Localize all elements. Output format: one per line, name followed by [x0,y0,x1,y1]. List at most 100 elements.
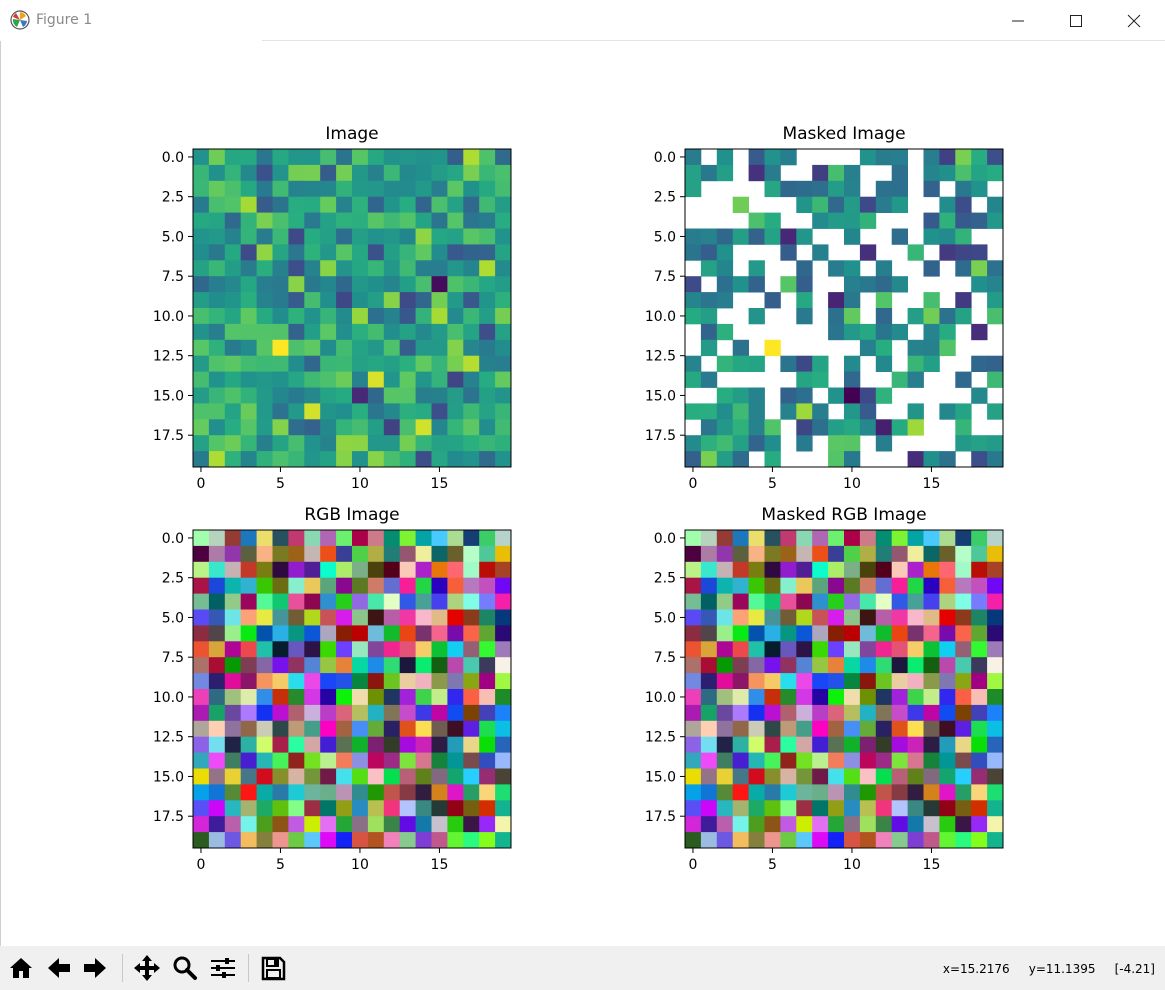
image-pixel [304,752,321,769]
image-pixel [875,657,893,674]
image-pixel [415,736,432,753]
image-pixel [256,339,273,357]
image-pixel [383,784,401,801]
image-pixel [812,673,829,690]
image-pixel [764,164,781,182]
image-pixel [240,641,257,658]
image-pixel [415,577,432,594]
image-pixel [288,545,305,563]
close-button[interactable] [1105,0,1163,41]
home-button[interactable] [6,952,36,984]
image-pixel [923,308,940,325]
back-button[interactable] [44,952,74,984]
image-pixel [383,196,401,213]
back-icon [48,958,70,978]
image-pixel [812,561,829,579]
image-pixel [812,355,829,372]
image-pixel [923,720,940,738]
image-pixel [716,832,734,849]
image-pixel [700,625,718,642]
pan-button[interactable] [132,952,162,984]
image-pixel [320,545,337,563]
image-pixel [431,276,448,293]
image-pixel [399,641,416,658]
image-pixel [971,752,988,769]
image-pixel [732,355,749,372]
image-pixel [796,530,813,547]
image-pixel [780,736,797,753]
image-pixel [716,720,734,738]
image-pixel [796,545,813,563]
image-pixel [700,593,718,610]
y-tick-label: 0.0 [654,531,676,547]
image-pixel [272,689,289,706]
image-pixel [431,149,448,166]
image-pixel [447,355,464,372]
image-pixel [748,164,765,182]
image-pixel [907,657,924,674]
image-pixel [447,689,464,706]
image-pixel [304,164,321,182]
image-pixel [716,545,734,563]
image-pixel [844,164,861,182]
image-panel[interactable] [193,149,512,468]
image-pixel [796,800,813,817]
image-pixel [240,561,257,579]
configure-subplots-button[interactable] [208,952,238,984]
image-pixel [240,403,257,420]
image-pixel [399,435,416,452]
image-pixel [240,593,257,610]
image-pixel [320,561,337,579]
image-pixel [208,164,226,182]
y-tick-label: 12.5 [645,730,676,746]
minimize-button[interactable] [989,0,1047,41]
image-pixel [764,704,781,722]
image-pixel [336,180,353,198]
image-pixel [780,625,797,642]
image-pixel [193,561,210,579]
image-pixel [256,276,273,293]
image-pixel [304,228,321,245]
image-pixel [367,292,385,309]
image-pixel [685,371,702,388]
cursor-readout: x=15.2176 y=11.1395 [-4.21] [943,962,1155,976]
image-pixel [859,276,877,293]
image-pixel [479,403,496,420]
image-pixel [828,545,845,563]
maximize-button[interactable] [1047,0,1105,41]
image-pixel [875,784,893,801]
save-button[interactable] [258,952,288,984]
image-pixel [859,673,877,690]
image-pixel [828,530,845,547]
image-panel[interactable] [193,530,512,849]
image-pixel [367,244,385,261]
image-pixel [780,641,797,658]
image-pixel [939,768,956,785]
image-pixel [716,816,734,833]
x-tick-label: 15 [923,857,941,873]
image-pixel [447,308,464,325]
image-pixel [812,657,829,674]
image-pixel [447,625,464,642]
image-pixel [463,323,480,341]
image-pixel [272,387,289,404]
image-pixel [256,228,273,245]
image-pixel [463,609,480,626]
image-pixel [336,641,353,658]
home-icon [10,958,32,978]
image-panel[interactable] [685,149,1004,468]
image-pixel [304,593,321,610]
image-panel[interactable] [685,530,1004,849]
image-pixel [320,292,337,309]
image-pixel [875,704,893,722]
y-tick-label: 10.0 [153,309,184,325]
image-pixel [764,736,781,753]
image-pixel [828,164,845,182]
image-pixel [415,816,432,833]
image-pixel [764,545,781,563]
image-pixel [399,371,416,388]
forward-button[interactable] [80,952,110,984]
image-pixel [828,387,845,404]
zoom-button[interactable] [170,952,200,984]
